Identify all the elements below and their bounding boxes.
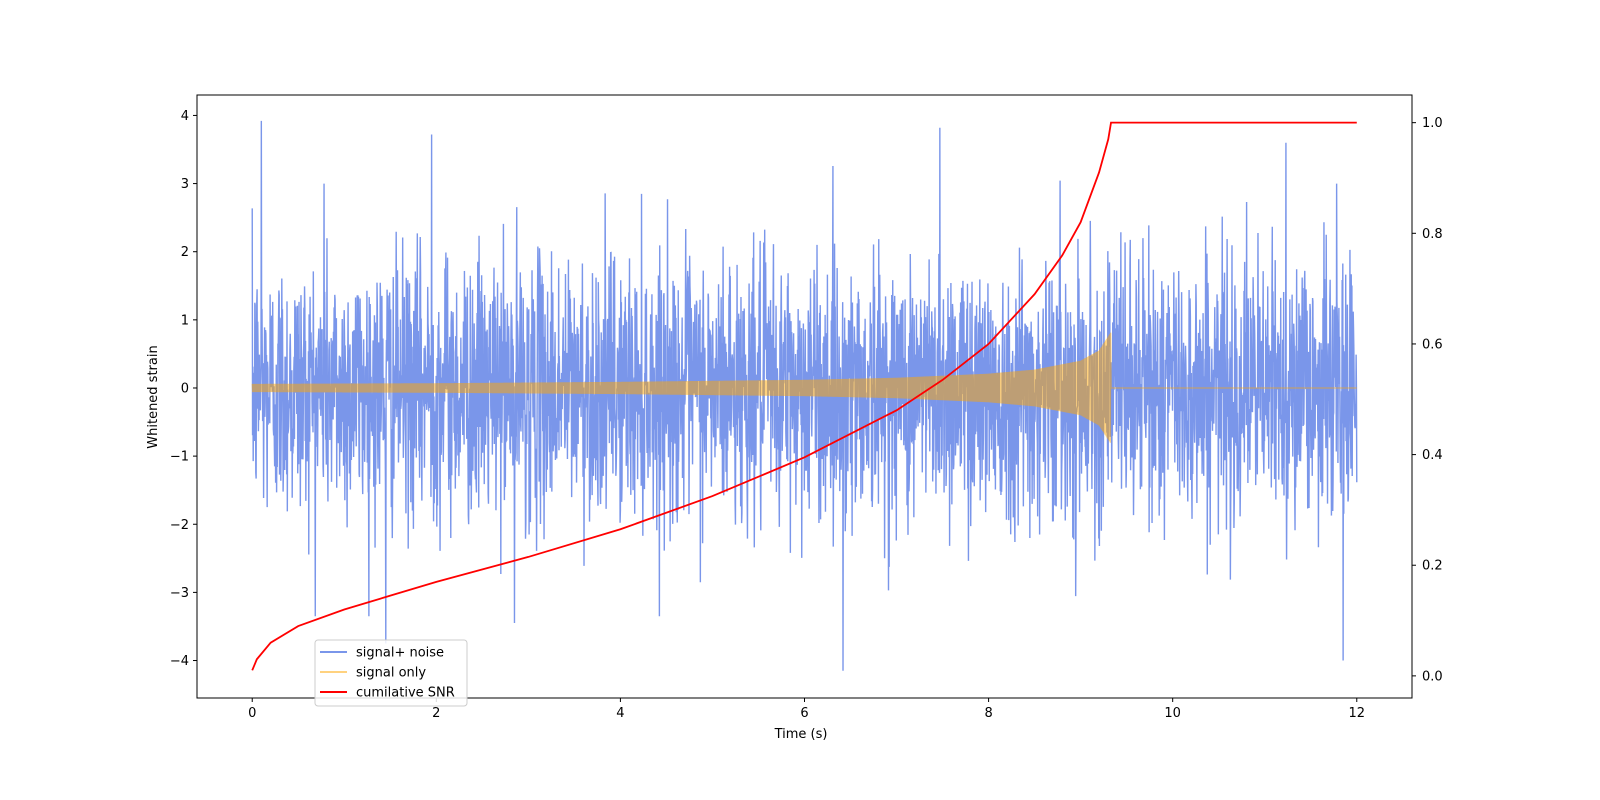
y2-axis-ticks: 1.0 0.8 0.6 0.4 0.2 0.0 <box>1412 116 1443 684</box>
x-axis-label: Time (s) <box>774 727 828 742</box>
legend-label: signal+ noise <box>356 646 444 661</box>
x-tick-label: 0 <box>248 706 256 721</box>
y2-tick-label: 0.2 <box>1422 559 1443 574</box>
plot-area <box>251 120 1358 671</box>
y-tick-label: 3 <box>181 177 189 192</box>
legend-label: cumilative SNR <box>356 686 455 701</box>
x-tick-label: 6 <box>800 706 808 721</box>
y-tick-label: 1 <box>181 313 189 328</box>
x-tick-label: 2 <box>432 706 440 721</box>
x-tick-label: 12 <box>1348 706 1365 721</box>
legend: signal+ noise signal only cumilative SNR <box>314 639 468 707</box>
y2-tick-label: 1.0 <box>1422 116 1443 131</box>
y-tick-label: −3 <box>170 586 189 601</box>
y2-tick-label: 0.4 <box>1422 448 1443 463</box>
x-tick-label: 8 <box>984 706 992 721</box>
legend-box <box>314 639 468 707</box>
y-tick-label: −1 <box>170 450 189 465</box>
y2-tick-label: 0.0 <box>1422 669 1443 684</box>
legend-label: signal only <box>356 666 426 681</box>
y2-tick-label: 0.8 <box>1422 227 1443 242</box>
x-tick-label: 10 <box>1164 706 1181 721</box>
y-axis-label: Whitened strain <box>146 345 161 448</box>
x-tick-label: 4 <box>616 706 624 721</box>
y-tick-label: 4 <box>181 109 189 124</box>
series-cumulative-snr-line <box>251 121 1357 671</box>
y-tick-label: −4 <box>170 654 189 669</box>
y2-tick-label: 0.6 <box>1422 337 1443 352</box>
y-tick-label: 2 <box>181 245 189 260</box>
series-signal-only-line <box>251 332 1357 443</box>
x-axis-ticks: 0 2 4 6 8 10 12 <box>248 698 1365 721</box>
y-tick-label: −2 <box>170 518 189 533</box>
y-axis-ticks: 4 3 2 1 0 −1 −2 −3 −4 <box>170 109 197 669</box>
y-tick-label: 0 <box>181 381 189 396</box>
